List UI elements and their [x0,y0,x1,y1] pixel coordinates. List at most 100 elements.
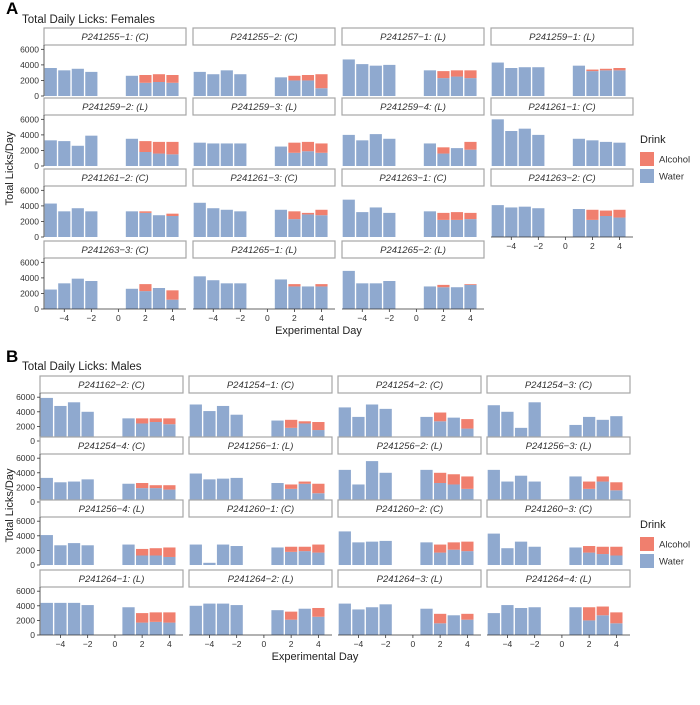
legend-swatch [640,554,654,568]
water-bar [450,219,464,237]
y-tick-label: 2000 [20,288,39,298]
facet-strip-label: P241254−1: (C) [227,380,294,391]
water-bar [491,205,504,237]
facet-strip-label: P241260−1: (C) [227,504,294,515]
alcohol-bar [461,541,474,552]
facet-strip [43,27,187,46]
x-tick-label: 2 [143,313,148,323]
legend-swatch [640,537,654,551]
alcohol-bar [288,142,301,153]
alcohol-bar [596,546,609,555]
x-tick-label: 2 [441,313,446,323]
water-bar [152,153,166,166]
water-bar [369,283,382,309]
facet-strip-label: P241256−2: (L) [377,441,443,452]
y-tick-label: 0 [30,560,35,570]
facet: P241254−2: (C) [337,375,482,441]
x-tick-label: −4 [357,313,367,323]
facet-strip-label: P241260−2: (C) [376,504,443,515]
y-tick-label: 4000 [20,273,39,283]
alcohol-bar [163,485,176,490]
water-bar [379,540,392,565]
water-bar [447,549,460,565]
facet-strip [192,97,336,116]
water-bar [71,68,84,96]
water-bar [274,209,287,237]
alcohol-bar [437,284,450,288]
legend-label: Water [659,172,684,183]
water-bar [487,533,500,565]
water-bar [58,283,71,309]
facet-strip-label: P241256−4: (L) [79,504,145,515]
water-bar [81,479,94,502]
water-bar [596,419,609,441]
water-bar [81,411,94,441]
water-bar [342,199,355,237]
water-bar [166,299,179,309]
water-bar [193,202,206,237]
facet-strip [341,240,485,259]
water-bar [216,478,230,502]
water-bar [437,287,450,309]
facet-strip [341,97,485,116]
water-bar [342,134,355,166]
water-bar [450,287,464,309]
alcohol-bar [298,421,311,424]
water-bar [301,214,315,237]
water-bar [315,286,328,309]
alcohol-bar [586,209,599,220]
water-bar [234,143,247,166]
facet-strip [341,168,485,187]
facet: P241256−1: (L) [188,436,333,502]
water-bar [67,543,81,565]
water-bar [528,402,541,441]
water-bar [163,622,176,635]
water-bar [572,65,585,96]
facet-strip [337,436,482,455]
y-tick-label: 6000 [16,516,35,526]
x-tick-label: 2 [292,313,297,323]
water-bar [136,488,149,502]
x-tick-label: 4 [316,639,321,649]
facet-strip [39,375,184,394]
alcohol-bar [152,74,166,82]
alcohol-bar [301,212,315,215]
water-bar [450,76,464,96]
water-bar [203,479,216,502]
water-bar [216,603,230,635]
y-tick-label: 6000 [16,453,35,463]
facet-strip [490,97,634,116]
water-bar [125,138,138,166]
water-bar [149,422,162,441]
water-bar [315,152,328,166]
water-bar [369,65,382,96]
water-bar [234,283,247,309]
facet: P241264−4: (L) −4 −2 0 2 4 [486,569,631,649]
water-bar [54,405,67,441]
facet-strip [192,27,336,46]
water-bar [518,128,531,166]
water-bar [434,421,447,441]
water-bar [487,405,500,441]
water-bar [85,71,98,96]
water-bar [58,70,71,96]
water-bar [514,607,528,635]
water-bar [58,141,71,166]
facet: P241162−2: (C) 0 2000 4000 6000 [16,375,184,446]
panel-title: Total Daily Licks: Males [22,361,142,373]
alcohol-bar [447,474,460,485]
x-tick-label: −2 [530,639,540,649]
x-tick-label: 4 [167,639,172,649]
water-bar [437,153,450,166]
water-bar [149,621,162,635]
alcohol-bar [149,548,162,556]
water-bar [356,64,369,96]
water-bar [569,607,582,635]
alcohol-bar [136,548,149,556]
water-bar [288,219,301,237]
water-bar [163,489,176,502]
water-bar [301,80,315,96]
facet: P241254−1: (C) [188,375,333,441]
facet-strip-label: P241263−3: (C) [81,245,148,256]
facet: P241261−3: (C) [192,168,336,237]
